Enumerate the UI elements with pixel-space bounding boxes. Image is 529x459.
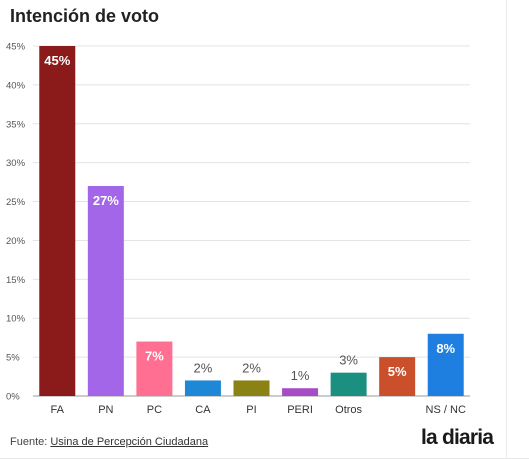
bar [136,341,173,396]
source-note: Fuente: Usina de Percepción Ciudadana [10,436,208,448]
x-tick-label: FA [51,404,65,416]
source-prefix: Fuente: [10,436,51,448]
bar [184,380,221,396]
data-label: 2% [194,360,213,375]
right-divider [506,0,507,459]
brand-logo: la diaria [421,426,494,449]
y-tick-label: 40% [6,80,26,91]
data-label: 3% [339,353,358,368]
data-label: 7% [145,349,164,364]
y-tick-label: 30% [6,158,26,169]
x-tick-label: CA [195,404,211,416]
y-tick-label: 45% [6,42,26,53]
bar [330,372,367,396]
y-tick-label: 5% [6,353,20,364]
data-label: 2% [242,360,261,375]
bar [379,357,416,396]
x-tick-label: PN [98,404,113,416]
bar [39,46,76,396]
data-label: 27% [93,193,119,208]
y-tick-label: 20% [6,236,26,247]
bar [427,333,464,396]
bar-chart: 0% 5% 10% 15% 20% 25% 30% 35% 40% 45% 45% FA 27% PN 7%… [6,42,470,416]
y-tick-label: 25% [6,197,26,208]
x-tick-label: PI [246,404,256,416]
source-link[interactable]: Usina de Percepción Ciudadana [50,436,209,448]
data-label: 1% [291,368,310,383]
chart-title: Intención de voto [10,6,160,26]
x-tick-label: Otros [335,404,362,416]
data-label: 5% [388,364,407,379]
y-tick-label: 35% [6,119,26,130]
data-label: 8% [436,341,455,356]
data-label: 45% [44,53,70,68]
y-tick-label: 10% [6,314,26,325]
x-tick-label: PERI [287,404,313,416]
bar [87,186,124,396]
y-tick-label: 15% [6,275,26,286]
bar [233,380,270,396]
x-tick-label: PC [147,404,162,416]
bar [282,388,319,396]
x-tick-label: NS / NC [426,404,466,416]
y-tick-label: 0% [6,392,20,403]
